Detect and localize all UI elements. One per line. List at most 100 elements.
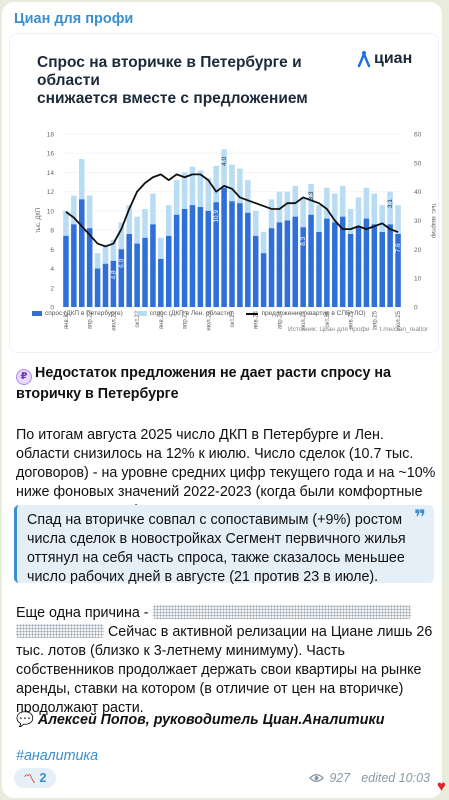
reaction-count: 2	[39, 771, 47, 785]
bar-spb	[102, 263, 109, 307]
bar-lo	[355, 197, 362, 227]
bar-spb	[142, 237, 148, 307]
bar-lo	[284, 191, 291, 221]
y-tick-left: 4	[50, 266, 54, 273]
legend-swatch-spb	[32, 311, 42, 316]
chart-source: Источник: Циан для профи — t.me/cian_rea…	[288, 326, 428, 333]
message-bubble: Циан для профи 0 2 4 6 8 10 12 14 16 18 0 10 20 30 40 5…	[2, 2, 442, 798]
party-popper-icon: 〽	[23, 771, 36, 786]
bar-lo	[324, 187, 330, 219]
bar-lo	[134, 216, 140, 244]
y-tick-right: 10	[414, 276, 422, 283]
data-label: 3,1	[387, 199, 394, 208]
x-tick-label: окт.23	[230, 310, 236, 327]
x-tick-label: июл.22	[111, 310, 117, 330]
bar-lo	[79, 158, 85, 200]
post-headline-text: Недостаток предложения не дает расти спр…	[16, 365, 391, 402]
bar-lo	[150, 193, 156, 225]
bar-spb	[213, 202, 219, 307]
data-label: 3,3	[308, 191, 315, 200]
post-quote: Спад на вторичке совпал с сопоставимым (…	[14, 505, 434, 585]
quote-icon: ❞	[414, 507, 426, 529]
bar-spb	[205, 210, 212, 307]
legend-label-supply: предложение (квартир в СПБ+ЛО)	[261, 310, 366, 317]
bar-lo	[260, 232, 267, 254]
bar-lo	[63, 210, 69, 236]
heart-icon[interactable]: ♥	[437, 778, 446, 795]
bar-spb	[63, 235, 69, 307]
y-tick-right: 50	[414, 160, 422, 167]
y-tick-right: 30	[414, 218, 422, 225]
speech-bubble-icon: 💬	[16, 712, 34, 728]
post-headline: ₽ Недостаток предложения не дает расти сп…	[16, 364, 436, 404]
y-tick-left: 14	[47, 170, 55, 177]
spoiler-text[interactable]	[152, 605, 411, 619]
post-quote-text: Спад на вторичке совпал с сопоставимым (…	[27, 512, 406, 585]
post-paragraph-1: По итогам августа 2025 число ДКП в Петер…	[16, 427, 436, 519]
legend-label-spb: спрос (ДКП в Петербурге)	[45, 310, 123, 317]
y-tick-left: 12	[47, 189, 55, 196]
bar-lo	[387, 191, 393, 225]
bar-lo	[118, 222, 125, 250]
bar-lo	[181, 172, 188, 209]
bar-spb	[221, 187, 227, 307]
bar-lo	[308, 183, 314, 215]
bar-lo	[237, 168, 243, 204]
bar-spb	[158, 258, 164, 307]
data-label: 7,6	[395, 243, 402, 252]
bar-spb	[292, 216, 299, 307]
x-tick-label: окт.24	[325, 310, 331, 327]
message-meta: 927 edited 10:03	[309, 771, 430, 785]
bar-lo	[126, 205, 132, 234]
post-paragraph-2-rest: Сейчас в активной релизации на Циане лиш…	[16, 624, 433, 716]
bar-spb	[268, 228, 275, 307]
spoiler-text-2[interactable]	[16, 624, 104, 638]
x-tick-label: янв.23	[159, 310, 165, 329]
bar-lo	[173, 180, 180, 215]
bar-lo	[158, 237, 164, 259]
data-label: 6,0	[118, 258, 125, 267]
bar-lo	[300, 198, 306, 228]
legend-item-lo: спрос (ДКП в Лен. области)	[136, 310, 232, 317]
channel-name[interactable]: Циан для профи	[14, 11, 134, 27]
bar-lo	[221, 149, 227, 188]
y-tick-left: 8	[50, 228, 54, 235]
bar-lo	[94, 253, 101, 269]
bar-spb	[332, 222, 338, 307]
bar-spb	[189, 205, 196, 307]
bar-spb	[324, 218, 330, 307]
post-paragraph-2-start: Еще одна причина -	[16, 605, 153, 621]
bar-lo	[197, 170, 204, 208]
bar-lo	[268, 199, 275, 229]
x-tick-label: июл.25	[396, 310, 402, 330]
bar-spb	[237, 203, 243, 307]
chart-svg: 0 2 4 6 8 10 12 14 16 18 0 10 20 30 40 50 60 тыс. ДКП тыс.…	[36, 132, 436, 331]
x-tick-label: апр.23	[183, 310, 189, 329]
legend-item-supply: предложение (квартир в СПБ+ЛО)	[246, 310, 366, 317]
bar-lo	[252, 210, 259, 236]
bar-spb	[395, 233, 401, 307]
bar-spb	[173, 214, 180, 307]
bar-lo	[379, 205, 385, 233]
bar-lo	[276, 191, 283, 223]
bar-spb	[339, 216, 346, 307]
bar-lo	[165, 205, 172, 236]
reaction-button[interactable]: 〽 2	[14, 768, 56, 788]
bar-spb	[181, 208, 188, 307]
post-hashtag[interactable]: #аналитика	[16, 748, 99, 764]
y-tick-left: 10	[47, 208, 55, 215]
x-tick-label: окт.22	[135, 310, 141, 327]
y-tick-left: 18	[47, 132, 55, 139]
y-tick-right: 20	[414, 247, 422, 254]
chart-image[interactable]: 0 2 4 6 8 10 12 14 16 18 0 10 20 30 40 50 60 тыс. ДКП тыс.…	[10, 34, 438, 352]
bar-lo	[339, 185, 346, 217]
bar-lo	[292, 185, 299, 217]
bar-spb	[387, 224, 393, 307]
data-label: 8,3	[300, 236, 307, 245]
y-tick-right: 0	[414, 305, 418, 312]
post-paragraph-2: Еще одна причина - Сейчас в активной рел…	[16, 604, 436, 718]
bar-lo	[229, 164, 235, 202]
y-tick-left: 16	[47, 151, 55, 158]
bar-lo	[86, 195, 93, 229]
bar-spb	[355, 226, 362, 307]
